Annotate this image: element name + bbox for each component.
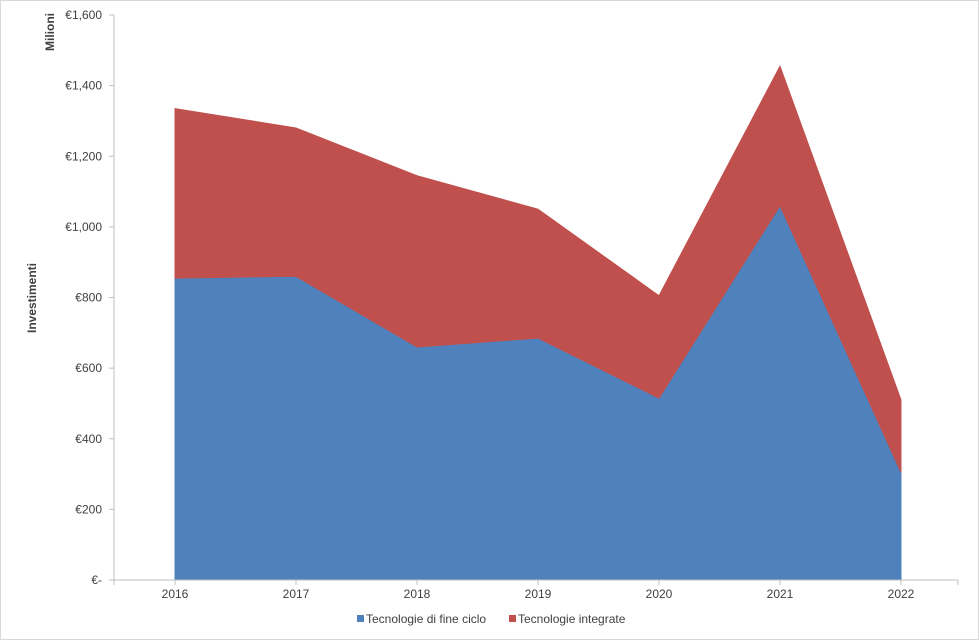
y-tick-label: €1,600: [65, 8, 102, 22]
area-series-2: [174, 64, 902, 473]
x-axis-ticks: 2016 2017 2018 2019 2020 2021 2022: [113, 580, 959, 601]
y-tick-label: €1,200: [65, 149, 102, 163]
x-tick-label: 2016: [162, 587, 189, 601]
legend: Tecnologie di fine ciclo Tecnologie integ…: [357, 612, 626, 626]
x-tick-label: 2022: [888, 587, 915, 601]
y-tick-label: €800: [75, 291, 102, 305]
x-tick-label: 2019: [525, 587, 552, 601]
y-tick-label: €400: [75, 432, 102, 446]
legend-swatch-2: [509, 615, 516, 622]
y-tick-label: €200: [75, 502, 102, 516]
x-tick-label: 2018: [404, 587, 431, 601]
x-tick-label: 2021: [767, 587, 794, 601]
y-axis-ticks: €- €200 €400 €600 €800 €1,000 €1,200 €1,400 €1,6…: [65, 8, 114, 587]
y-axis-title: Investimenti: [25, 263, 39, 333]
legend-label-2: Tecnologie integrate: [518, 612, 626, 626]
y-axis-unit-label: Milioni: [43, 13, 57, 51]
x-tick-label: 2017: [283, 587, 310, 601]
y-tick-label: €1,400: [65, 79, 102, 93]
y-tick-label: €600: [75, 361, 102, 375]
y-tick-label: €1,000: [65, 220, 102, 234]
legend-swatch-1: [357, 615, 364, 622]
x-tick-label: 2020: [646, 587, 673, 601]
area-series-group: [174, 64, 902, 581]
y-tick-label: €-: [91, 573, 102, 587]
legend-label-1: Tecnologie di fine ciclo: [366, 612, 486, 626]
